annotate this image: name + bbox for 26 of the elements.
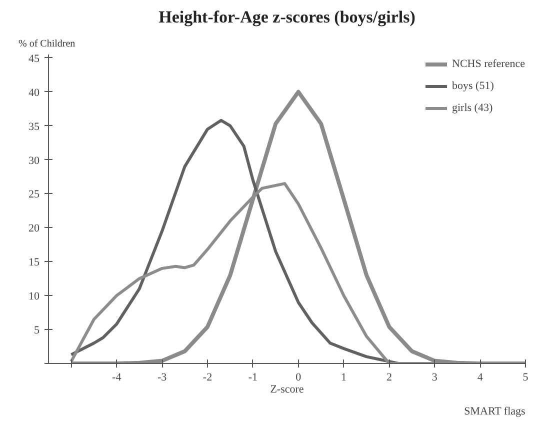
x-axis-title: Z-score bbox=[270, 384, 304, 396]
y-axis-title: % of Children bbox=[18, 38, 76, 50]
x-tick-label: -1 bbox=[248, 372, 258, 384]
legend-label: boys (51) bbox=[452, 80, 494, 92]
y-tick-label: 15 bbox=[28, 256, 40, 269]
legend-label: girls (43) bbox=[452, 102, 493, 114]
x-tick-label: 4 bbox=[477, 372, 484, 384]
text: SMART flags bbox=[464, 406, 526, 418]
y-tick-label: 45 bbox=[28, 52, 40, 65]
x-tick-label: 2 bbox=[386, 372, 392, 384]
x-tick-label: -2 bbox=[202, 372, 212, 384]
y-tick-label: 35 bbox=[28, 120, 40, 133]
x-tick-label: 5 bbox=[522, 372, 529, 384]
y-tick-label: 25 bbox=[28, 188, 40, 201]
legend-label: NCHS reference bbox=[452, 58, 525, 70]
x-tick-label: -4 bbox=[112, 372, 122, 384]
y-tick-label: 5 bbox=[34, 324, 40, 337]
x-tick-label: 3 bbox=[432, 372, 438, 384]
y-tick-label: 10 bbox=[28, 290, 40, 303]
chart-title: Height-for-Age z-scores (boys/girls) bbox=[158, 8, 416, 26]
y-tick-label: 20 bbox=[28, 222, 40, 235]
y-tick-label: 40 bbox=[28, 86, 40, 99]
x-tick-label: 0 bbox=[296, 372, 302, 384]
x-tick-label: -3 bbox=[157, 372, 168, 384]
y-tick-label: 30 bbox=[28, 154, 40, 167]
x-tick-label: 1 bbox=[341, 372, 347, 384]
